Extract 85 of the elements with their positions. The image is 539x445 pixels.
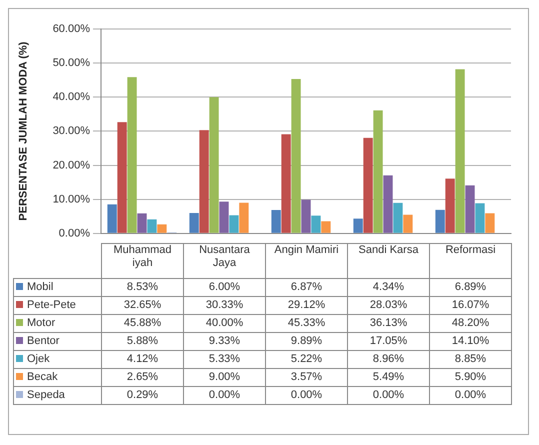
data-label: 5.88% <box>102 332 184 350</box>
data-label: 9.89% <box>266 332 348 350</box>
data-label: 16.07% <box>430 296 512 314</box>
data-label: 0.00% <box>266 386 348 404</box>
data-label: 45.88% <box>102 314 184 332</box>
bar <box>107 204 117 233</box>
bar <box>353 218 363 233</box>
y-tick-label: 40.00% <box>52 91 90 104</box>
bar <box>281 134 291 233</box>
bar <box>239 202 249 233</box>
data-label: 6.87% <box>266 278 348 296</box>
bar <box>455 69 465 233</box>
bar <box>301 200 311 233</box>
data-label: 5.90% <box>430 368 512 386</box>
y-tick-label: 50.00% <box>52 57 90 70</box>
bar <box>383 175 393 233</box>
data-label: 5.33% <box>184 350 266 368</box>
data-label: 0.00% <box>184 386 266 404</box>
data-label: 48.20% <box>430 314 512 332</box>
y-tick-label: 0.00% <box>58 227 90 240</box>
legend-label: Motor <box>14 314 102 332</box>
bar <box>475 203 485 233</box>
bar <box>363 138 373 233</box>
y-tick-label: 60.00% <box>52 23 90 36</box>
data-label: 28.03% <box>348 296 430 314</box>
data-label: 3.57% <box>266 368 348 386</box>
bar <box>209 97 219 233</box>
legend-label: Mobil <box>14 278 102 296</box>
bar <box>445 178 455 233</box>
data-label: 8.53% <box>102 278 184 296</box>
data-label: 32.65% <box>102 296 184 314</box>
data-label: 14.10% <box>430 332 512 350</box>
data-label: 4.12% <box>102 350 184 368</box>
bar <box>465 185 475 233</box>
x-tick-label: Muhammad iyah <box>102 244 184 278</box>
data-label: 17.05% <box>348 332 430 350</box>
bar <box>271 210 281 233</box>
x-tick-label: Reformasi <box>430 244 512 278</box>
legend-label: Becak <box>14 368 102 386</box>
y-tick-label: 20.00% <box>52 159 90 172</box>
bar <box>435 210 445 233</box>
y-tick-label: 10.00% <box>52 193 90 206</box>
bar <box>229 215 239 233</box>
bar <box>137 213 147 233</box>
bar <box>127 77 137 233</box>
data-label: 40.00% <box>184 314 266 332</box>
data-label: 8.96% <box>348 350 430 368</box>
x-tick-label: Sandi Karsa <box>348 244 430 278</box>
data-label: 6.89% <box>430 278 512 296</box>
bar <box>321 221 331 233</box>
bar <box>219 202 229 233</box>
bar <box>393 202 403 233</box>
x-tick-label: Angin Mamiri <box>266 244 348 278</box>
legend-label: Bentor <box>14 332 102 350</box>
x-tick-label: Nusantara Jaya <box>184 244 266 278</box>
bar <box>311 216 321 233</box>
data-label: 0.29% <box>102 386 184 404</box>
bar <box>189 212 199 233</box>
data-label: 2.65% <box>102 368 184 386</box>
data-label: 29.12% <box>266 296 348 314</box>
y-tick-label: 30.00% <box>52 125 90 138</box>
bar <box>117 122 127 233</box>
data-label: 9.00% <box>184 368 266 386</box>
data-label: 6.00% <box>184 278 266 296</box>
bar <box>373 110 383 233</box>
data-label: 36.13% <box>348 314 430 332</box>
data-label: 0.00% <box>348 386 430 404</box>
bar <box>485 213 495 233</box>
legend-label: Sepeda <box>14 386 102 404</box>
data-label: 0.00% <box>430 386 512 404</box>
data-label: 9.33% <box>184 332 266 350</box>
data-label: 45.33% <box>266 314 348 332</box>
data-label: 4.34% <box>348 278 430 296</box>
y-axis-title: PERSENTASE JUMLAH MODA (%) <box>18 41 30 221</box>
bar <box>403 214 413 233</box>
data-label: 30.33% <box>184 296 266 314</box>
legend-label: Pete-Pete <box>14 296 102 314</box>
legend-label: Ojek <box>14 350 102 368</box>
bar <box>199 130 209 233</box>
bar <box>291 78 301 233</box>
bar <box>157 224 167 233</box>
data-label: 8.85% <box>430 350 512 368</box>
data-label: 5.22% <box>266 350 348 368</box>
bar <box>147 219 157 233</box>
data-label: 5.49% <box>348 368 430 386</box>
